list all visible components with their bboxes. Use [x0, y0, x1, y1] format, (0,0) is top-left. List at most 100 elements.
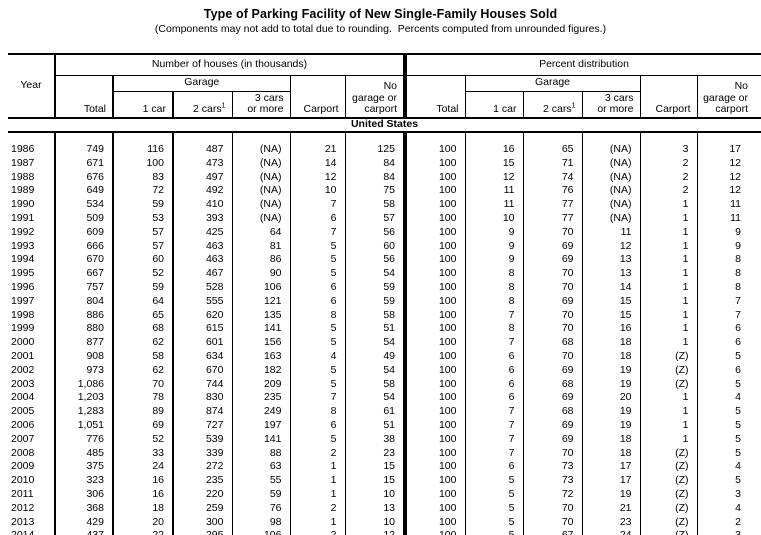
value-cell: 12: [344, 529, 405, 535]
parking-facility-table: Year Number of houses (in thousands) Per…: [8, 53, 761, 535]
value-cell: 52: [112, 267, 173, 281]
value-cell: 323: [54, 474, 113, 488]
value-cell: 100: [403, 170, 465, 185]
value-cell: 4: [289, 349, 345, 364]
value-cell: 106: [231, 529, 290, 535]
value-cell: (NA): [231, 184, 290, 199]
value-cell: 70: [522, 515, 582, 530]
value-cell: 100: [403, 487, 465, 502]
year-column-header: Year: [20, 79, 42, 92]
value-cell: 61: [344, 405, 405, 419]
spacer-cell: [54, 132, 113, 143]
value-cell: 54: [344, 363, 405, 378]
value-cell: 73: [522, 474, 582, 488]
section-title-number-of-houses: Number of houses (in thousands): [54, 54, 405, 76]
value-cell: 62: [112, 363, 173, 378]
page: Type of Parking Facility of New Single-F…: [0, 7, 761, 535]
value-cell: 125: [344, 143, 405, 157]
value-cell: 8: [464, 322, 523, 337]
value-cell: 18: [581, 446, 640, 461]
value-cell: 649: [54, 184, 113, 199]
table-row: 2002 973 62 670 182 5 54 100 6 69 19 (Z)…: [8, 363, 761, 378]
value-cell: 20: [112, 515, 173, 530]
value-cell: 19: [581, 377, 640, 392]
table-row: 1988 676 83 497 (NA) 12 84 100 12 74 (NA…: [8, 170, 761, 185]
value-cell: 121: [231, 294, 290, 309]
value-cell: 18: [112, 501, 173, 516]
value-cell: 70: [522, 446, 582, 461]
value-cell: 9: [464, 253, 523, 268]
header-row-sections: Year Number of houses (in thousands) Per…: [8, 54, 761, 91]
value-cell: 70: [522, 501, 582, 516]
table-body: United States 1986 749 116 487 (NA): [8, 117, 761, 535]
value-cell: 19: [581, 418, 640, 433]
spacer-row: [8, 132, 761, 143]
value-cell: 1: [639, 405, 697, 419]
value-cell: 69: [522, 253, 582, 268]
value-cell: 6: [289, 418, 345, 433]
value-cell: 676: [54, 170, 113, 185]
value-cell: 14: [289, 156, 345, 171]
value-cell: 2: [289, 529, 345, 535]
value-cell: 59: [231, 487, 290, 502]
value-cell: 100: [403, 239, 465, 254]
table-row: 2009 375 24 272 63 1 15 100 6 73 17 (Z) …: [8, 460, 761, 475]
value-cell: 5: [696, 377, 761, 392]
value-cell: 60: [344, 239, 405, 254]
value-cell: 56: [344, 253, 405, 268]
value-cell: 19: [581, 405, 640, 419]
value-cell: 54: [344, 336, 405, 350]
value-cell: 6: [464, 460, 523, 475]
value-cell: 70: [522, 267, 582, 281]
value-cell: 10: [344, 487, 405, 502]
value-cell: 22: [112, 529, 173, 535]
footnote-marker: 1: [571, 102, 576, 110]
value-cell: 68: [522, 336, 582, 350]
year-cell: 1987: [11, 156, 35, 169]
col-header-total-houses: Total: [54, 75, 113, 118]
value-cell: 463: [172, 253, 232, 268]
value-cell: 2: [289, 446, 345, 461]
value-cell: 19: [581, 363, 640, 378]
value-cell: 410: [172, 198, 232, 212]
value-cell: 71: [522, 156, 582, 171]
value-cell: 4: [696, 460, 761, 475]
value-cell: 100: [403, 418, 465, 433]
year-cell: 2011: [11, 487, 34, 500]
value-cell: 6: [464, 349, 523, 364]
value-cell: 5: [289, 432, 345, 447]
value-cell: 1: [639, 294, 697, 309]
table-row: 2008 485 33 339 88 2 23 100 7 70 18 (Z) …: [8, 446, 761, 461]
value-cell: 53: [112, 211, 173, 226]
col-header-2cars-label: 2 cars: [193, 103, 222, 116]
spacer-cell: [464, 132, 523, 143]
value-cell: 64: [112, 294, 173, 309]
year-cell: 2002: [11, 363, 35, 376]
value-cell: 5: [289, 336, 345, 350]
table-row: 2010 323 16 235 55 1 15 100 5 73 17 (Z) …: [8, 474, 761, 488]
value-cell: 100: [403, 363, 465, 378]
value-cell: 18: [581, 336, 640, 350]
table-row: 1994 670 60 463 86 5 56 100 9 69 13 1 8: [8, 253, 761, 268]
value-cell: 21: [581, 501, 640, 516]
value-cell: 69: [112, 418, 173, 433]
value-cell: 70: [112, 377, 173, 392]
value-cell: (Z): [639, 446, 697, 461]
value-cell: 1: [289, 474, 345, 488]
year-cell: 2007: [11, 432, 35, 445]
value-cell: 1: [639, 391, 697, 406]
value-cell: 69: [522, 432, 582, 447]
value-cell: 116: [112, 143, 173, 157]
value-cell: 89: [112, 405, 173, 419]
value-cell: (NA): [231, 170, 290, 185]
value-cell: 5: [464, 487, 523, 502]
value-cell: 437: [54, 529, 113, 535]
value-cell: 6: [464, 377, 523, 392]
value-cell: 58: [344, 377, 405, 392]
value-cell: 2: [639, 156, 697, 171]
table-row: 1995 667 52 467 90 5 54 100 8 70 13 1 8: [8, 267, 761, 281]
value-cell: 1: [639, 211, 697, 226]
col-header-2cars-percent: 2 cars1: [522, 91, 582, 118]
value-cell: 874: [172, 405, 232, 419]
value-cell: 15: [581, 294, 640, 309]
